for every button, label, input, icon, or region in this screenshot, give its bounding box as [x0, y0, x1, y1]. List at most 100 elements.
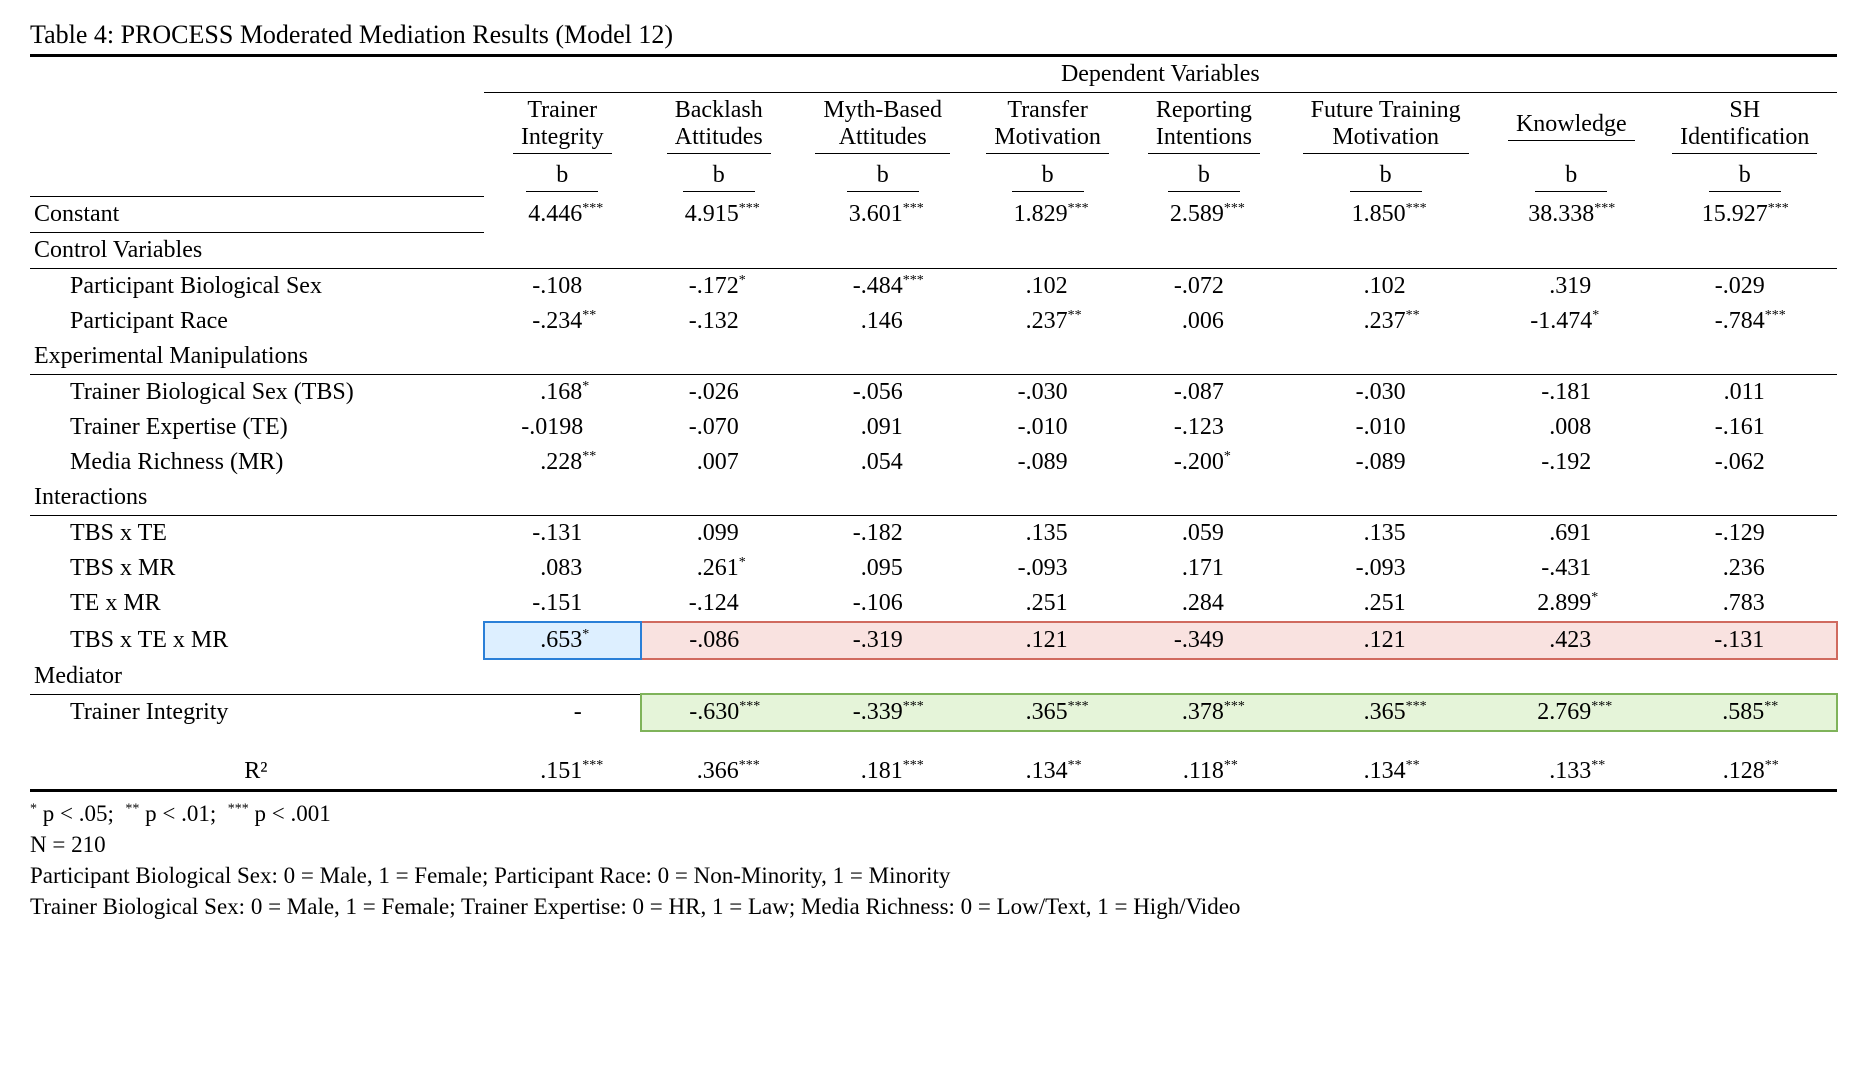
- row-label: TE x MR: [30, 586, 484, 622]
- table-cell: .059: [1127, 515, 1282, 551]
- table-cell: -.030: [1281, 374, 1490, 410]
- table-cell: 4.915***: [641, 196, 797, 232]
- table-cell: -.339***: [797, 694, 969, 731]
- row-label: TBS x TE x MR: [30, 622, 484, 659]
- table-cell: 2.769***: [1490, 694, 1653, 731]
- header-empty: [30, 56, 484, 93]
- table-cell: -.200*: [1127, 445, 1282, 480]
- footnote-line: N = 210: [30, 829, 1838, 860]
- table-cell: 38.338***: [1490, 196, 1653, 232]
- table-cell: .054: [797, 445, 969, 480]
- table-cell: .319: [1490, 268, 1653, 304]
- table-cell: .251: [969, 586, 1127, 622]
- section-header: Mediator: [30, 659, 484, 695]
- column-header: BacklashAttitudes: [641, 93, 797, 159]
- table-cell: .237**: [969, 304, 1127, 339]
- b-label: b: [1653, 158, 1837, 196]
- table-cell: 4.446***: [484, 196, 641, 232]
- column-header: ReportingIntentions: [1127, 93, 1282, 159]
- table-cell: -.070: [641, 410, 797, 445]
- table-cell: .171: [1127, 551, 1282, 586]
- table-cell: -.431: [1490, 551, 1653, 586]
- b-label: b: [1281, 158, 1490, 196]
- column-header: SHIdentification: [1653, 93, 1837, 159]
- table-cell: -.123: [1127, 410, 1282, 445]
- table-cell: -.029: [1653, 268, 1837, 304]
- table-cell: .585**: [1653, 694, 1837, 731]
- row-label: Trainer Integrity: [30, 694, 484, 731]
- table-cell: .365***: [1281, 694, 1490, 731]
- table-cell: .151***: [484, 754, 641, 791]
- table-cell: .366***: [641, 754, 797, 791]
- table-cell: .102: [969, 268, 1127, 304]
- table-cell: -.349: [1127, 622, 1282, 659]
- table-cell: .118**: [1127, 754, 1282, 791]
- table-cell: .011: [1653, 374, 1837, 410]
- section-header: Experimental Manipulations: [30, 339, 484, 375]
- table-cell: -.089: [1281, 445, 1490, 480]
- row-label: TBS x TE: [30, 515, 484, 551]
- table-cell: .691: [1490, 515, 1653, 551]
- table-cell: .423: [1490, 622, 1653, 659]
- table-cell: .121: [969, 622, 1127, 659]
- column-header: TransferMotivation: [969, 93, 1127, 159]
- footnote-line: Participant Biological Sex: 0 = Male, 1 …: [30, 860, 1838, 891]
- table-cell: -.161: [1653, 410, 1837, 445]
- table-cell: 2.589***: [1127, 196, 1282, 232]
- table-cell: .135: [1281, 515, 1490, 551]
- table-cell: .099: [641, 515, 797, 551]
- row-label: Trainer Biological Sex (TBS): [30, 374, 484, 410]
- table-cell: .146: [797, 304, 969, 339]
- table-cell: .128**: [1653, 754, 1837, 791]
- table-cell: -.087: [1127, 374, 1282, 410]
- footnote-line: Trainer Biological Sex: 0 = Male, 1 = Fe…: [30, 891, 1838, 922]
- row-label: Media Richness (MR): [30, 445, 484, 480]
- column-header: Future TrainingMotivation: [1281, 93, 1490, 159]
- dep-vars-header: Dependent Variables: [484, 56, 1837, 93]
- table-cell: .653*: [484, 622, 641, 659]
- table-cell: .365***: [969, 694, 1127, 731]
- b-label: b: [1127, 158, 1282, 196]
- table-cell: -1.474*: [1490, 304, 1653, 339]
- table-cell: .083: [484, 551, 641, 586]
- table-cell: -: [484, 694, 641, 731]
- row-label: TBS x MR: [30, 551, 484, 586]
- table-cell: -.093: [1281, 551, 1490, 586]
- table-cell: .133**: [1490, 754, 1653, 791]
- table-cell: .378***: [1127, 694, 1282, 731]
- table-cell: .095: [797, 551, 969, 586]
- table-cell: .007: [641, 445, 797, 480]
- table-cell: -.151: [484, 586, 641, 622]
- table-cell: -.129: [1653, 515, 1837, 551]
- table-cell: -.072: [1127, 268, 1282, 304]
- footnote-line: * p < .05; ** p < .01; *** p < .001: [30, 798, 1838, 829]
- table-cell: -.026: [641, 374, 797, 410]
- table-cell: -.010: [1281, 410, 1490, 445]
- table-cell: -.172*: [641, 268, 797, 304]
- table-cell: -.056: [797, 374, 969, 410]
- r2-label: R²: [30, 754, 484, 791]
- b-label: b: [969, 158, 1127, 196]
- table-cell: -.131: [484, 515, 641, 551]
- row-label: Participant Biological Sex: [30, 268, 484, 304]
- table-cell: 3.601***: [797, 196, 969, 232]
- column-header: TrainerIntegrity: [484, 93, 641, 159]
- table-cell: -.192: [1490, 445, 1653, 480]
- row-label: Constant: [30, 196, 484, 232]
- table-cell: -.319: [797, 622, 969, 659]
- table-cell: -.484***: [797, 268, 969, 304]
- row-label: Trainer Expertise (TE): [30, 410, 484, 445]
- table-cell: -.108: [484, 268, 641, 304]
- table-cell: -.089: [969, 445, 1127, 480]
- section-header: Interactions: [30, 480, 484, 516]
- table-cell: .228**: [484, 445, 641, 480]
- table-cell: -.784***: [1653, 304, 1837, 339]
- footnotes: * p < .05; ** p < .01; *** p < .001N = 2…: [30, 798, 1838, 922]
- table-cell: .168*: [484, 374, 641, 410]
- table-cell: -.124: [641, 586, 797, 622]
- table-cell: -.086: [641, 622, 797, 659]
- table-cell: -.0198: [484, 410, 641, 445]
- table-title: Table 4: PROCESS Moderated Mediation Res…: [30, 20, 1838, 50]
- table-cell: .237**: [1281, 304, 1490, 339]
- table-cell: -.062: [1653, 445, 1837, 480]
